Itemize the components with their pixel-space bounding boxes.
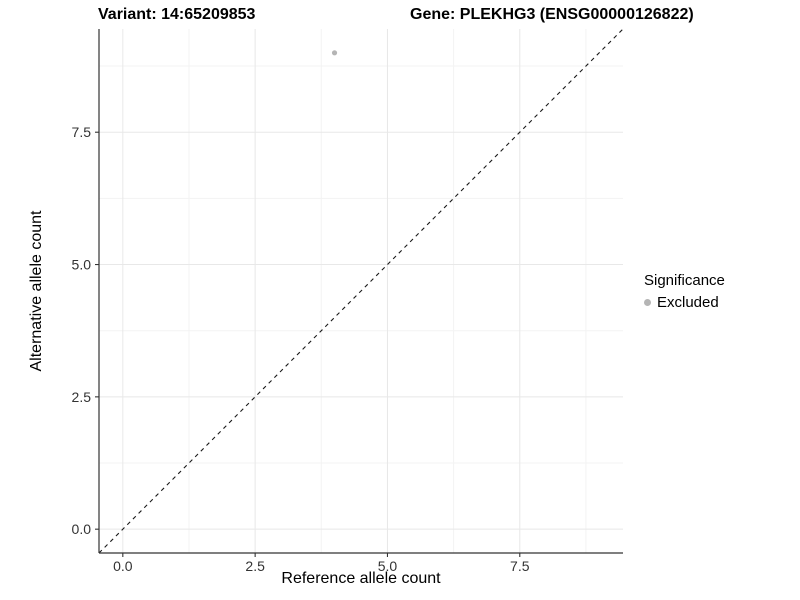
y-axis-title: Alternative allele count (28, 210, 45, 372)
data-point (331, 50, 338, 56)
x-tick-label: 0.0 (113, 558, 133, 574)
y-tick-label: 2.5 (72, 389, 92, 405)
excluded-point-icon (644, 299, 651, 306)
legend-item-excluded: Excluded (644, 294, 725, 311)
x-axis-title: Reference allele count (281, 570, 441, 587)
y-tick-label: 7.5 (72, 124, 92, 140)
identity-line (98, 28, 624, 554)
x-tick-label: 5.0 (378, 558, 398, 574)
variant-title: Variant: 14:65209853 (98, 6, 256, 23)
legend: Significance Excluded (644, 271, 725, 311)
legend-item-label: Excluded (657, 294, 719, 311)
gene-title: Gene: PLEKHG3 (ENSG00000126822) (410, 6, 694, 23)
y-tick-label: 0.0 (72, 521, 92, 537)
y-tick-label: 5.0 (72, 257, 92, 273)
x-tick-label: 2.5 (245, 558, 265, 574)
legend-title: Significance (644, 272, 725, 289)
x-tick-label: 7.5 (510, 558, 530, 574)
